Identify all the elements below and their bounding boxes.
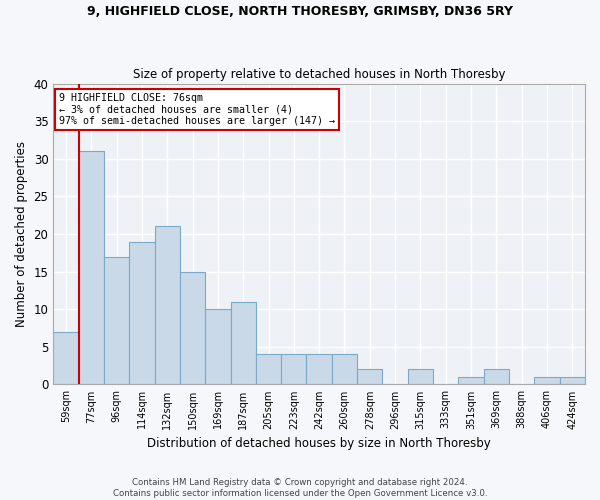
Bar [357, 370, 382, 384]
Bar [281, 354, 307, 384]
Bar [560, 377, 585, 384]
Bar [53, 332, 79, 384]
Bar [155, 226, 180, 384]
Bar [79, 152, 104, 384]
Bar [484, 370, 509, 384]
Bar [205, 309, 230, 384]
Title: Size of property relative to detached houses in North Thoresby: Size of property relative to detached ho… [133, 68, 505, 81]
Bar [332, 354, 357, 384]
Bar [408, 370, 433, 384]
Text: Contains HM Land Registry data © Crown copyright and database right 2024.
Contai: Contains HM Land Registry data © Crown c… [113, 478, 487, 498]
Bar [129, 242, 155, 384]
Y-axis label: Number of detached properties: Number of detached properties [15, 141, 28, 327]
Bar [535, 377, 560, 384]
Bar [180, 272, 205, 384]
Bar [458, 377, 484, 384]
Bar [256, 354, 281, 384]
Bar [230, 302, 256, 384]
Bar [307, 354, 332, 384]
Text: 9 HIGHFIELD CLOSE: 76sqm
← 3% of detached houses are smaller (4)
97% of semi-det: 9 HIGHFIELD CLOSE: 76sqm ← 3% of detache… [59, 92, 335, 126]
Text: 9, HIGHFIELD CLOSE, NORTH THORESBY, GRIMSBY, DN36 5RY: 9, HIGHFIELD CLOSE, NORTH THORESBY, GRIM… [87, 5, 513, 18]
Bar [104, 256, 129, 384]
X-axis label: Distribution of detached houses by size in North Thoresby: Distribution of detached houses by size … [147, 437, 491, 450]
